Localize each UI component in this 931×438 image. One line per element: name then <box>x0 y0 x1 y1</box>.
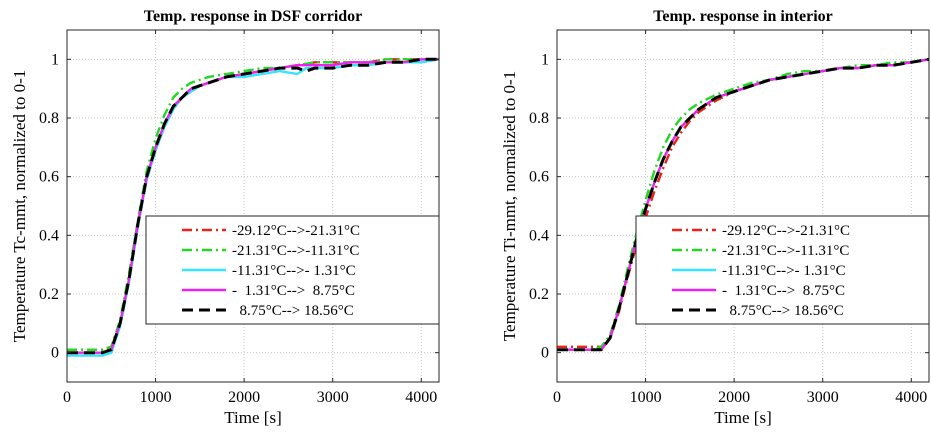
legend-label-4: - 1.31°C--> 8.75°C <box>232 283 355 299</box>
x-tick-label: 0 <box>553 389 561 406</box>
x-tick-label: 1000 <box>140 389 172 406</box>
series-line-5 <box>557 57 930 352</box>
ticks: 0 1000 2000 3000 4000 0 0.2 0.4 0.6 0.8 1 <box>529 30 929 406</box>
y-axis-label: Temperature Tc-mmt, normalized to 0-1 <box>10 70 29 343</box>
chart-title: Temp. response in interior <box>653 8 833 25</box>
legend-label-1: -29.12°C-->-21.31°C <box>722 223 850 239</box>
axes-box <box>556 29 930 383</box>
axes-box <box>66 29 440 383</box>
x-tick-label: 3000 <box>317 389 349 406</box>
y-tick-label: 0.2 <box>39 286 59 303</box>
y-axis-label: Temperature Ti-mmt, normalized to 0-1 <box>500 71 519 341</box>
y-tick-label: 0.8 <box>529 110 549 127</box>
series-group <box>557 57 930 352</box>
y-tick-label: 1 <box>541 51 549 68</box>
y-tick-label: 0.8 <box>39 110 59 127</box>
chart-title: Temp. response in DSF corridor <box>144 8 363 25</box>
y-tick-label: 0.6 <box>529 169 549 186</box>
series-line-5 <box>67 57 439 355</box>
legend-label-2: -21.31°C-->-11.31°C <box>722 243 849 259</box>
chart-panel-2: 0 1000 2000 3000 4000 0 0.2 0.4 0.6 0.8 1 Temp. res… <box>500 8 930 427</box>
legend-label-3: -11.31°C-->- 1.31°C <box>232 263 356 279</box>
y-tick-label: 0 <box>541 345 549 362</box>
ticks: 0 1000 2000 3000 4000 0 0.2 0.4 0.6 0.8 1 <box>39 30 439 406</box>
y-tick-label: 0 <box>51 345 59 362</box>
x-tick-label: 4000 <box>895 389 927 406</box>
x-tick-label: 4000 <box>405 389 437 406</box>
plot-area <box>67 30 439 382</box>
legend-label-5: 8.75°C--> 18.56°C <box>722 303 844 319</box>
legend: -29.12°C-->-21.31°C -21.31°C-->-11.31°C -1… <box>145 215 440 325</box>
x-axis-label: Time [s] <box>224 408 281 427</box>
x-tick-label: 2000 <box>228 389 260 406</box>
y-tick-label: 0.4 <box>529 227 549 244</box>
legend-label-1: -29.12°C-->-21.31°C <box>232 223 360 239</box>
legend: -29.12°C-->-21.31°C -21.31°C-->-11.31°C -1… <box>635 215 930 325</box>
y-tick-label: 0.4 <box>39 227 59 244</box>
chart-panel-1: 0 1000 2000 3000 4000 0 0.2 0.4 0.6 0.8 1 Temp. res… <box>10 8 440 427</box>
x-tick-label: 0 <box>63 389 71 406</box>
x-tick-label: 3000 <box>807 389 839 406</box>
legend-label-5: 8.75°C--> 18.56°C <box>232 303 354 319</box>
series-group <box>67 57 440 357</box>
legend-label-4: - 1.31°C--> 8.75°C <box>722 283 845 299</box>
y-tick-label: 1 <box>51 51 59 68</box>
x-tick-label: 2000 <box>718 389 750 406</box>
legend-label-2: -21.31°C-->-11.31°C <box>232 243 359 259</box>
x-axis-label: Time [s] <box>714 408 771 427</box>
y-tick-label: 0.2 <box>529 286 549 303</box>
x-tick-label: 1000 <box>630 389 662 406</box>
y-tick-label: 0.6 <box>39 169 59 186</box>
legend-label-3: -11.31°C-->- 1.31°C <box>722 263 846 279</box>
